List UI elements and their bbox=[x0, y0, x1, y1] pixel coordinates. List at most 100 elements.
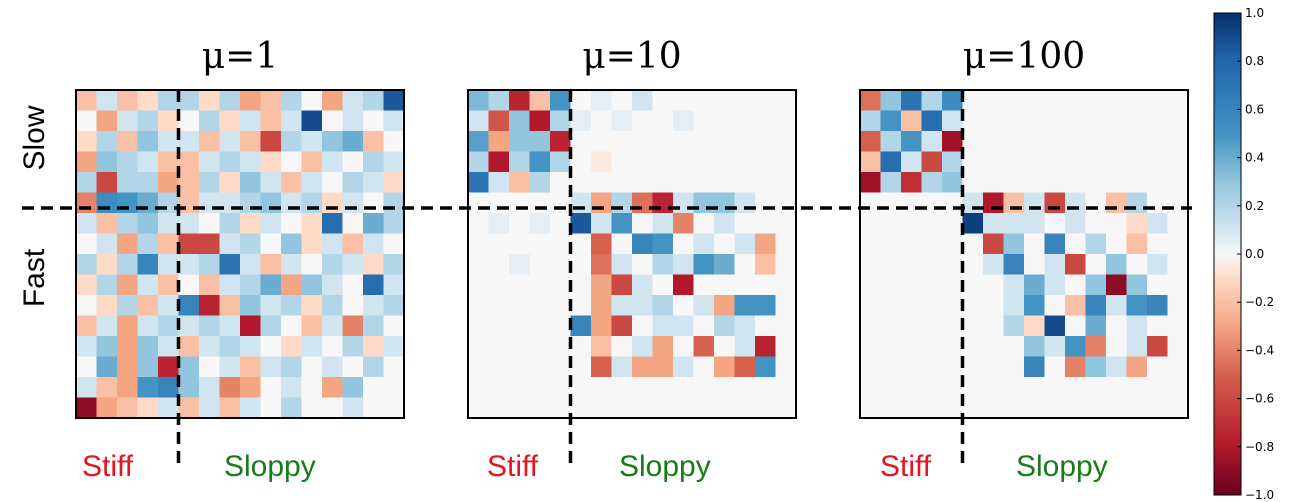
heatmap-cell bbox=[942, 131, 963, 152]
colorbar-tick-label: 0.2 bbox=[1245, 199, 1264, 213]
heatmap-cell bbox=[199, 110, 220, 132]
heatmap-cell bbox=[322, 151, 343, 173]
heatmap-cell bbox=[962, 295, 984, 316]
heatmap-cell bbox=[983, 110, 1004, 132]
heatmap-cell bbox=[632, 254, 653, 275]
heatmap-cell bbox=[468, 336, 489, 357]
heatmap-cell bbox=[962, 172, 984, 193]
heatmap-cell bbox=[76, 233, 97, 255]
heatmap-cell bbox=[1003, 356, 1025, 378]
heatmap-cell bbox=[611, 295, 633, 316]
heatmap-cell bbox=[260, 172, 282, 193]
heatmap-cell bbox=[301, 315, 323, 337]
heatmap-cell bbox=[219, 254, 241, 275]
heatmap-cell bbox=[1167, 274, 1189, 296]
heatmap-cell bbox=[901, 90, 922, 111]
heatmap-cell bbox=[1065, 356, 1086, 378]
heatmap-cell bbox=[1106, 172, 1127, 193]
heatmap-cell bbox=[1024, 315, 1045, 337]
heatmap-cell bbox=[591, 213, 612, 234]
heatmap-cell bbox=[1085, 295, 1107, 316]
heatmap-cell bbox=[1065, 377, 1086, 398]
panel-frame bbox=[75, 89, 405, 419]
heatmap-cell bbox=[468, 377, 489, 398]
heatmap-cell bbox=[1106, 295, 1127, 316]
heatmap-cell bbox=[570, 213, 592, 234]
heatmap-cell bbox=[219, 315, 241, 337]
heatmap-cell bbox=[1024, 110, 1045, 132]
heatmap-cell bbox=[1147, 336, 1168, 357]
heatmap-cell bbox=[468, 172, 489, 193]
heatmap-cell bbox=[1106, 131, 1127, 152]
heatmap-cell bbox=[76, 131, 97, 152]
heatmap-cell bbox=[962, 356, 984, 378]
heatmap-cell bbox=[901, 274, 922, 296]
heatmap-cell bbox=[755, 90, 776, 111]
heatmap-cell bbox=[363, 172, 384, 193]
heatmap-cell bbox=[1126, 131, 1148, 152]
heatmap-cell bbox=[901, 172, 922, 193]
heatmap-cell bbox=[178, 172, 200, 193]
heatmap-cell bbox=[693, 151, 715, 173]
heatmap-cell bbox=[1003, 336, 1025, 357]
heatmap-cell bbox=[755, 295, 776, 316]
heatmap-cell bbox=[983, 233, 1004, 255]
heatmap-cell bbox=[652, 274, 674, 296]
heatmap-cell bbox=[550, 336, 571, 357]
heatmap-cell bbox=[1085, 274, 1107, 296]
heatmap-cell bbox=[1167, 397, 1189, 419]
heatmap-cell bbox=[363, 213, 384, 234]
heatmap-cell bbox=[301, 90, 323, 111]
heatmap-cell bbox=[632, 151, 653, 173]
heatmap-cell bbox=[468, 356, 489, 378]
heatmap-cell bbox=[199, 131, 220, 152]
heatmap-cell bbox=[942, 377, 963, 398]
heatmap-cell bbox=[632, 233, 653, 255]
heatmap-cell bbox=[342, 295, 364, 316]
heatmap-cell bbox=[860, 172, 881, 193]
heatmap-cell bbox=[1126, 397, 1148, 419]
colorbar-tick-label: 0.0 bbox=[1245, 247, 1264, 261]
heatmap-cell bbox=[570, 131, 592, 152]
heatmap-cell bbox=[1065, 131, 1086, 152]
heatmap-cell bbox=[1147, 90, 1168, 111]
heatmap-cell bbox=[468, 274, 489, 296]
heatmap-cell bbox=[693, 295, 715, 316]
heatmap-cell bbox=[1065, 336, 1086, 357]
heatmap-cell bbox=[363, 336, 384, 357]
heatmap-cell bbox=[219, 233, 241, 255]
stiff-label-mu-100: Stiff bbox=[880, 450, 932, 483]
heatmap-cell bbox=[734, 295, 756, 316]
heatmap-cell bbox=[1167, 356, 1189, 378]
heatmap-cell bbox=[383, 172, 405, 193]
heatmap-cell bbox=[1003, 274, 1025, 296]
heatmap-cell bbox=[281, 213, 302, 234]
heatmap-cell bbox=[921, 233, 943, 255]
heatmap-cell bbox=[921, 274, 943, 296]
heatmap-cell bbox=[611, 192, 633, 214]
heatmap-cell bbox=[673, 213, 694, 234]
heatmap-cell bbox=[942, 110, 963, 132]
heatmap-cell bbox=[775, 356, 797, 378]
heatmap-cell bbox=[1024, 213, 1045, 234]
heatmap-cell bbox=[591, 233, 612, 255]
heatmap-cell bbox=[652, 397, 674, 419]
heatmap-cell bbox=[178, 110, 200, 132]
heatmap-cell bbox=[1044, 213, 1066, 234]
heatmap-cell bbox=[1024, 397, 1045, 419]
heatmap-cell bbox=[775, 254, 797, 275]
heatmap-cell bbox=[322, 254, 343, 275]
heatmap-cell bbox=[158, 90, 179, 111]
heatmap-cell bbox=[383, 315, 405, 337]
heatmap-cell bbox=[117, 356, 138, 378]
heatmap-cell bbox=[468, 90, 489, 111]
heatmap-cell bbox=[1167, 295, 1189, 316]
heatmap-cell bbox=[880, 90, 902, 111]
heatmap-cell bbox=[880, 397, 902, 419]
heatmap-cell bbox=[550, 131, 571, 152]
heatmap-cell bbox=[240, 254, 261, 275]
heatmap-cell bbox=[775, 131, 797, 152]
heatmap-cell bbox=[281, 315, 302, 337]
heatmap-cell bbox=[509, 274, 530, 296]
heatmap-cell bbox=[1126, 172, 1148, 193]
